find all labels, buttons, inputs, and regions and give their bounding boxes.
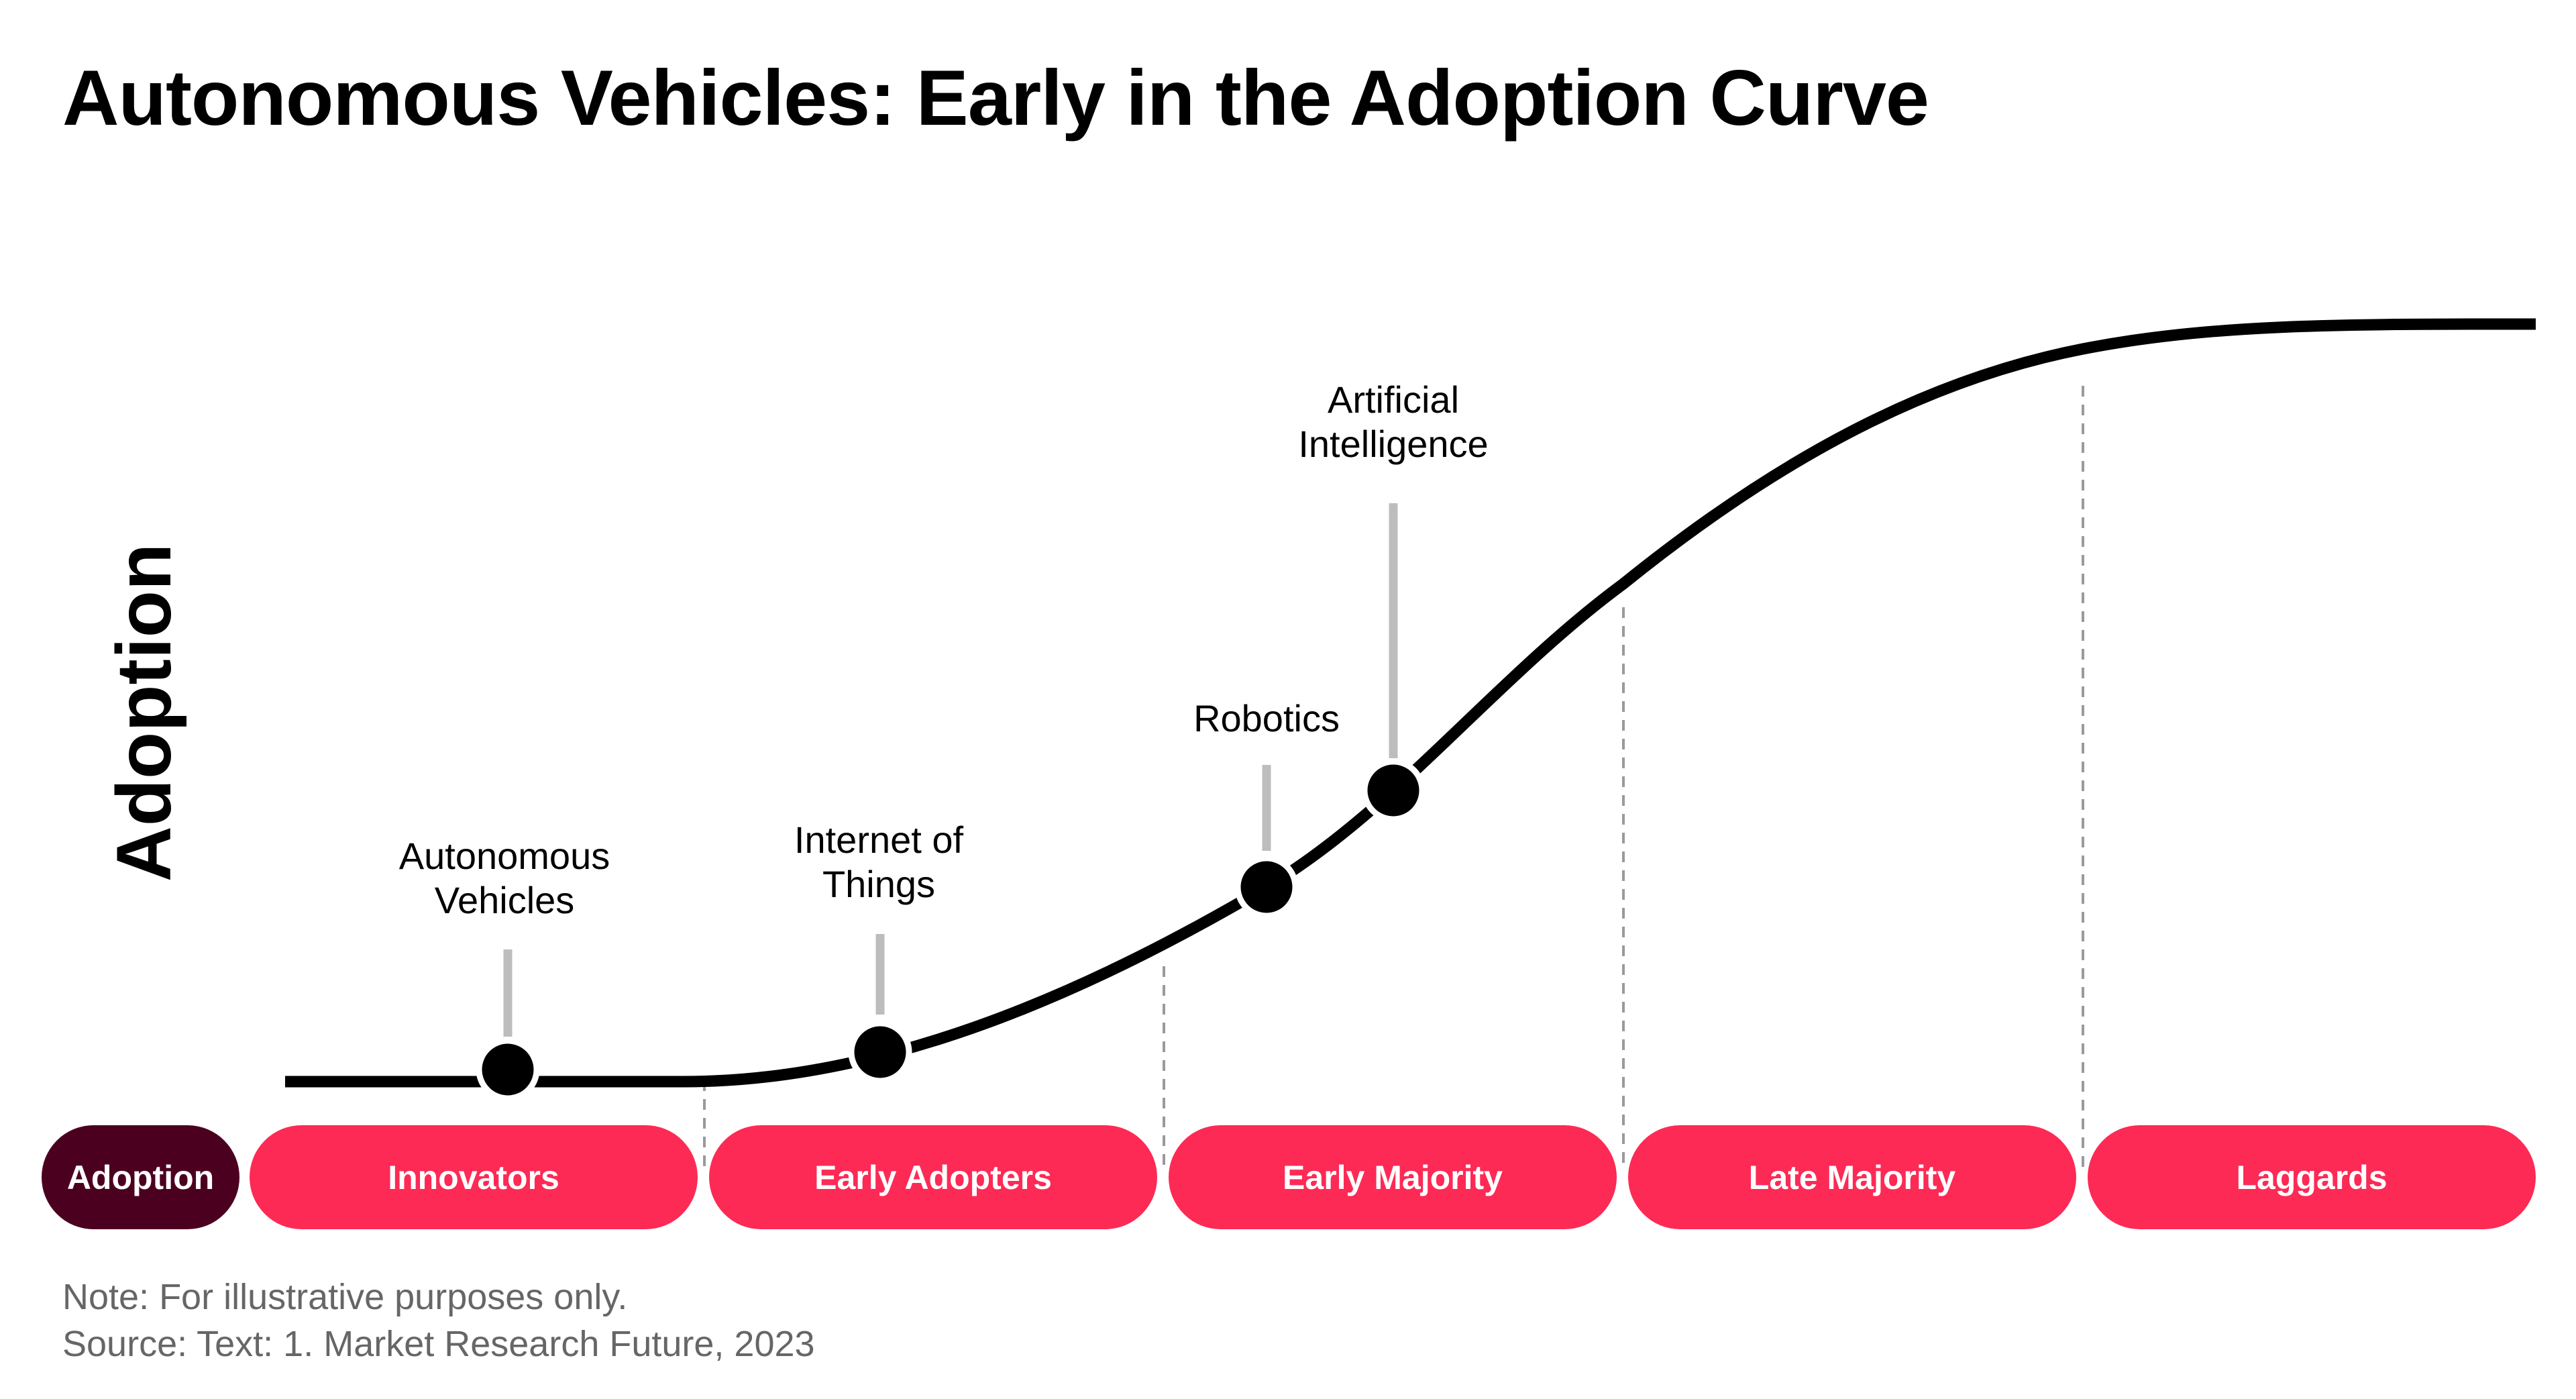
segment-laggards: Laggards xyxy=(2088,1125,2536,1229)
legend-adoption-pill: Adoption xyxy=(42,1125,239,1229)
marker-label-robotics: Robotics xyxy=(1193,696,1340,741)
marker-label-line: Things xyxy=(822,863,936,905)
page-title: Autonomous Vehicles: Early in the Adopti… xyxy=(62,54,1929,142)
marker-dot xyxy=(1234,855,1299,919)
marker-label-line: Intelligence xyxy=(1298,423,1489,465)
marker-label-line: Vehicles xyxy=(434,879,575,921)
marker-label-line: Robotics xyxy=(1193,697,1340,739)
marker-label-artificial-intelligence: Artificial Intelligence xyxy=(1298,378,1488,466)
segment-late-majority: Late Majority xyxy=(1628,1125,2076,1229)
marker-label-autonomous-vehicles: Autonomous Vehicles xyxy=(399,834,610,923)
marker-dot xyxy=(1361,758,1426,823)
segment-early-majority: Early Majority xyxy=(1169,1125,1617,1229)
source-text: Source: Text: 1. Market Research Future,… xyxy=(62,1324,815,1364)
marker-dot xyxy=(476,1037,540,1102)
adoption-curve xyxy=(285,318,2536,1088)
segment-innovators: Innovators xyxy=(250,1125,698,1229)
marker-dot xyxy=(848,1020,912,1084)
marker-label-line: Artificial xyxy=(1327,378,1460,421)
marker-label-line: Autonomous xyxy=(398,835,610,877)
segment-early-adopters: Early Adopters xyxy=(709,1125,1157,1229)
marker-label-line: Internet of xyxy=(794,819,964,861)
marker-label-internet-of-things: Internet of Things xyxy=(794,818,963,906)
note-text: Note: For illustrative purposes only. xyxy=(62,1277,628,1317)
